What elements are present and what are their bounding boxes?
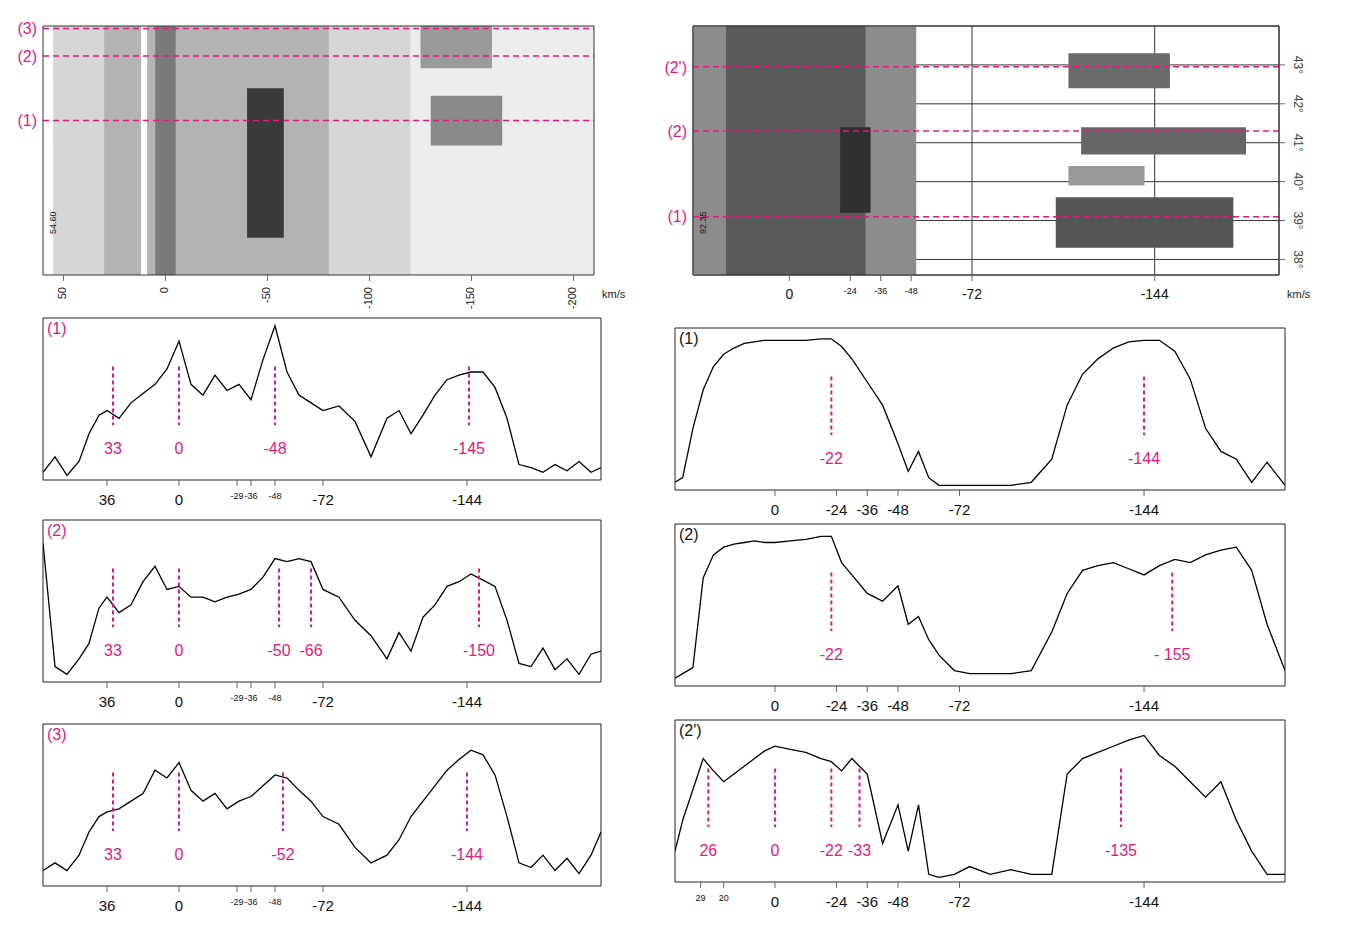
svg-text:-36: -36 [244, 897, 257, 907]
svg-text:-144: -144 [452, 491, 482, 508]
svg-text:43°: 43° [1291, 56, 1305, 74]
svg-text:0: 0 [175, 440, 184, 457]
svg-text:41°: 41° [1291, 134, 1305, 152]
svg-text:-72: -72 [312, 693, 334, 710]
svg-text:-72: -72 [962, 286, 982, 302]
svg-text:26: 26 [699, 842, 717, 859]
svg-text:29: 29 [696, 893, 706, 903]
html-text:(1): (1) [679, 330, 699, 347]
svg-text:-52: -52 [271, 846, 294, 863]
svg-text:-144: -144 [1129, 501, 1159, 518]
svg-text:36: 36 [99, 491, 116, 508]
svg-text:-24: -24 [844, 286, 857, 296]
svg-text:-50: -50 [260, 287, 272, 303]
svg-text:-100: -100 [362, 287, 374, 309]
svg-text:40°: 40° [1291, 173, 1305, 191]
svg-text:-200: -200 [566, 287, 578, 309]
svg-text:0: 0 [771, 697, 779, 714]
svg-text:-36: -36 [856, 893, 878, 910]
svg-text:-48: -48 [887, 893, 909, 910]
svg-text:-48: -48 [268, 491, 281, 501]
svg-text:-144: -144 [1129, 697, 1159, 714]
svg-text:-36: -36 [874, 286, 887, 296]
svg-text:(3): (3) [17, 20, 37, 37]
svg-text:-150: -150 [464, 287, 476, 309]
html-text:54.60: 54.60 [48, 211, 58, 234]
svg-text:0: 0 [175, 897, 183, 914]
svg-text:33: 33 [104, 642, 122, 659]
svg-text:-33: -33 [848, 842, 871, 859]
html-text:92.35: 92.35 [698, 211, 708, 234]
svg-text:50: 50 [56, 287, 68, 299]
html-text:(2): (2) [47, 522, 67, 539]
svg-text:20: 20 [719, 893, 729, 903]
svg-text:0: 0 [175, 491, 183, 508]
html-text:(2): (2) [679, 526, 699, 543]
svg-text:(1): (1) [667, 208, 687, 225]
svg-text:-144: -144 [1141, 286, 1169, 302]
svg-text:-144: -144 [1128, 450, 1160, 467]
svg-text:-145: -145 [453, 440, 485, 457]
svg-text:-22: -22 [820, 646, 843, 663]
svg-text:-72: -72 [949, 893, 971, 910]
svg-text:(2): (2) [17, 48, 37, 65]
svg-text:-50: -50 [267, 642, 290, 659]
svg-text:-24: -24 [826, 697, 848, 714]
svg-text:-48: -48 [268, 897, 281, 907]
svg-text:-150: -150 [463, 642, 495, 659]
svg-text:-36: -36 [244, 693, 257, 703]
svg-text:-48: -48 [887, 501, 909, 518]
svg-text:-24: -24 [826, 893, 848, 910]
html-text:(3): (3) [47, 726, 67, 743]
svg-text:0: 0 [785, 286, 793, 302]
svg-text:-72: -72 [312, 491, 334, 508]
svg-text:0: 0 [771, 501, 779, 518]
svg-text:36: 36 [99, 693, 116, 710]
svg-text:-24: -24 [826, 501, 848, 518]
svg-text:-22: -22 [820, 842, 843, 859]
svg-text:-22: -22 [820, 450, 843, 467]
html-text:(2'): (2') [679, 722, 702, 739]
svg-text:0: 0 [175, 693, 183, 710]
svg-text:- 155: - 155 [1154, 646, 1191, 663]
svg-text:42°: 42° [1291, 95, 1305, 113]
svg-text:km/s: km/s [602, 288, 626, 300]
svg-text:0: 0 [771, 893, 779, 910]
svg-text:(1): (1) [17, 112, 37, 129]
svg-text:33: 33 [104, 440, 122, 457]
svg-text:-48: -48 [905, 286, 918, 296]
svg-text:-29: -29 [230, 491, 243, 501]
svg-text:-48: -48 [263, 440, 286, 457]
svg-text:-48: -48 [887, 697, 909, 714]
svg-text:(2'): (2') [664, 59, 687, 76]
svg-text:38°: 38° [1291, 250, 1305, 268]
svg-text:(2): (2) [667, 123, 687, 140]
svg-text:-135: -135 [1105, 842, 1137, 859]
svg-text:0: 0 [175, 642, 184, 659]
svg-text:km/s: km/s [1287, 288, 1311, 300]
svg-text:-29: -29 [230, 897, 243, 907]
svg-text:0: 0 [175, 846, 184, 863]
svg-text:39°: 39° [1291, 211, 1305, 229]
svg-text:-144: -144 [452, 897, 482, 914]
html-text:(1): (1) [47, 320, 67, 337]
svg-text:-29: -29 [230, 693, 243, 703]
svg-text:-144: -144 [451, 846, 483, 863]
svg-text:-144: -144 [1129, 893, 1159, 910]
svg-text:-72: -72 [949, 501, 971, 518]
svg-text:33: 33 [104, 846, 122, 863]
svg-text:-36: -36 [244, 491, 257, 501]
svg-text:0: 0 [771, 842, 780, 859]
svg-text:-48: -48 [268, 693, 281, 703]
svg-text:-36: -36 [856, 697, 878, 714]
svg-text:0: 0 [158, 287, 170, 293]
svg-text:36: 36 [99, 897, 116, 914]
svg-text:-72: -72 [312, 897, 334, 914]
svg-text:-144: -144 [452, 693, 482, 710]
svg-text:-66: -66 [299, 642, 322, 659]
svg-text:-36: -36 [856, 501, 878, 518]
svg-text:-72: -72 [949, 697, 971, 714]
